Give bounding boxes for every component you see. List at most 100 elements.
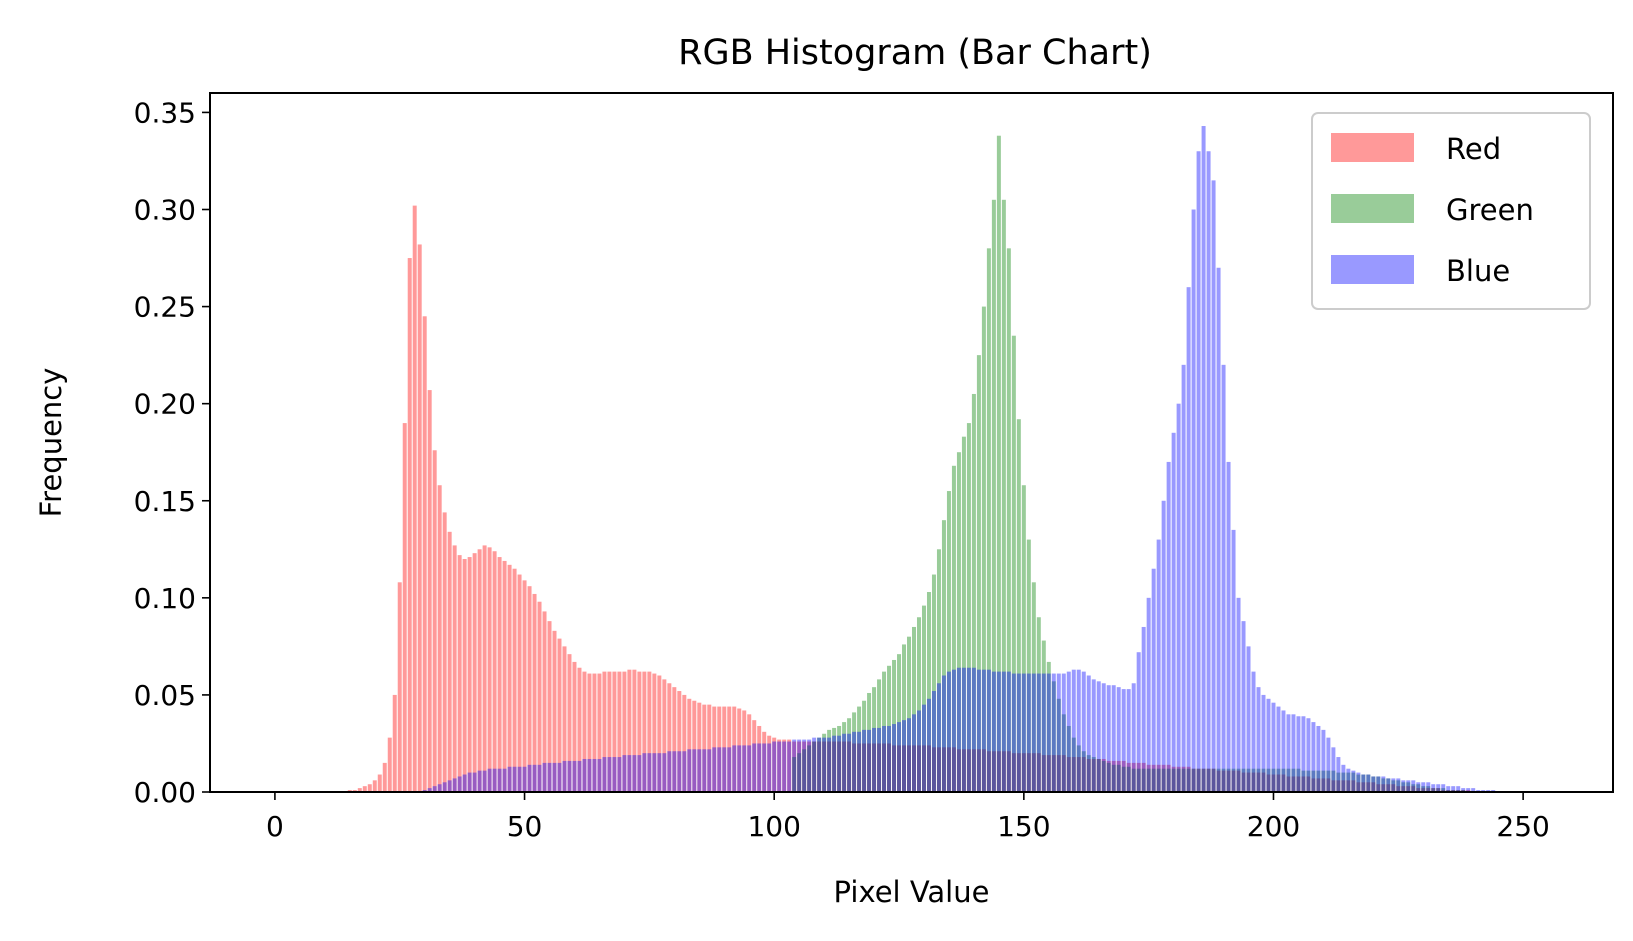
bar-red-115 — [847, 741, 852, 792]
bar-green-233 — [1436, 788, 1441, 792]
bar-green-136 — [951, 465, 956, 792]
bar-red-208 — [1311, 778, 1316, 792]
bar-blue-193 — [1236, 597, 1241, 792]
bar-blue-75 — [647, 753, 652, 792]
bar-green-200 — [1271, 768, 1276, 792]
bar-green-230 — [1421, 786, 1426, 792]
bar-green-216 — [1351, 772, 1356, 792]
bar-red-157 — [1056, 755, 1061, 792]
bar-blue-190 — [1221, 364, 1226, 792]
bar-red-226 — [1401, 786, 1406, 792]
bar-green-180 — [1171, 768, 1176, 792]
bar-red-205 — [1296, 776, 1301, 792]
bar-red-102 — [782, 739, 787, 792]
bar-blue-236 — [1451, 786, 1456, 792]
bar-green-120 — [872, 687, 877, 792]
bar-blue-108 — [812, 737, 817, 792]
bar-blue-72 — [632, 755, 637, 792]
bar-red-23 — [387, 737, 392, 792]
bar-blue-31 — [427, 788, 432, 792]
bar-blue-225 — [1396, 778, 1401, 792]
bar-green-209 — [1316, 770, 1321, 792]
bar-red-202 — [1281, 774, 1286, 792]
bar-blue-165 — [1096, 681, 1101, 792]
bar-red-99 — [767, 735, 772, 792]
bar-blue-154 — [1041, 673, 1046, 792]
bar-green-121 — [877, 679, 882, 792]
bar-blue-103 — [787, 741, 792, 792]
bar-blue-110 — [822, 737, 827, 792]
bar-green-118 — [862, 700, 867, 792]
axes-layer: 0 50 100 150 200 250 0.00 0.05 0.10 0.15 0.20 0.25 0… — [134, 96, 1550, 843]
bar-red-39 — [467, 557, 472, 792]
bar-green-215 — [1346, 772, 1351, 792]
bar-blue-200 — [1271, 702, 1276, 792]
bar-red-233 — [1436, 788, 1441, 792]
bar-blue-130 — [921, 704, 926, 793]
bar-red-223 — [1386, 784, 1391, 792]
bar-blue-78 — [662, 753, 667, 792]
bar-blue-233 — [1436, 784, 1441, 792]
bar-red-53 — [537, 601, 542, 792]
bar-green-123 — [887, 665, 892, 792]
bar-green-170 — [1121, 766, 1126, 792]
bar-green-165 — [1096, 758, 1101, 792]
bar-green-204 — [1291, 768, 1296, 792]
bar-red-24 — [392, 694, 397, 792]
bar-green-144 — [991, 199, 996, 793]
bar-green-109 — [817, 737, 822, 792]
bar-blue-71 — [627, 755, 632, 792]
bar-red-56 — [552, 630, 557, 792]
bar-red-211 — [1326, 778, 1331, 792]
bar-blue-182 — [1181, 364, 1186, 792]
bar-red-199 — [1266, 774, 1271, 792]
bar-blue-177 — [1156, 539, 1161, 792]
bar-blue-106 — [802, 739, 807, 792]
bar-blue-109 — [817, 737, 822, 792]
bar-blue-107 — [807, 739, 812, 792]
bar-green-186 — [1201, 768, 1206, 792]
bar-blue-155 — [1046, 673, 1051, 792]
bar-green-113 — [837, 725, 842, 792]
bar-blue-235 — [1446, 786, 1451, 792]
bar-green-149 — [1016, 419, 1021, 792]
bar-green-167 — [1106, 762, 1111, 793]
bar-red-118 — [862, 743, 867, 792]
bar-blue-112 — [832, 735, 837, 792]
bar-blue-212 — [1331, 747, 1336, 792]
bar-red-229 — [1416, 788, 1421, 792]
bar-red-113 — [837, 741, 842, 792]
bar-blue-138 — [961, 667, 966, 792]
legend-label-green: Green — [1446, 193, 1534, 227]
bar-red-187 — [1206, 768, 1211, 792]
bar-red-49 — [517, 574, 522, 792]
bar-blue-215 — [1346, 768, 1351, 792]
bar-green-173 — [1136, 768, 1141, 792]
bar-red-163 — [1086, 758, 1091, 792]
bar-red-62 — [582, 671, 587, 792]
bar-red-132 — [931, 747, 936, 792]
bar-red-89 — [717, 706, 722, 792]
bar-green-172 — [1131, 768, 1136, 792]
bar-red-80 — [672, 687, 677, 792]
y-tick-label-6: 0.30 — [134, 194, 196, 227]
bar-blue-203 — [1286, 714, 1291, 792]
bar-green-117 — [857, 706, 862, 792]
x-tick-label-0: 0 — [266, 810, 284, 843]
bar-red-101 — [777, 739, 782, 792]
bar-blue-191 — [1226, 461, 1231, 792]
bar-blue-209 — [1316, 725, 1321, 792]
bar-red-155 — [1046, 755, 1051, 792]
bar-green-202 — [1281, 768, 1286, 792]
bar-green-122 — [882, 671, 887, 792]
bar-red-178 — [1161, 764, 1166, 792]
bar-green-164 — [1091, 757, 1096, 792]
bar-green-160 — [1071, 737, 1076, 792]
bar-red-142 — [981, 749, 986, 792]
bar-blue-113 — [837, 735, 842, 792]
bar-red-79 — [667, 683, 672, 792]
bar-blue-127 — [907, 718, 911, 792]
bar-red-230 — [1421, 788, 1426, 792]
bar-red-150 — [1021, 753, 1026, 792]
bar-green-193 — [1236, 768, 1241, 792]
